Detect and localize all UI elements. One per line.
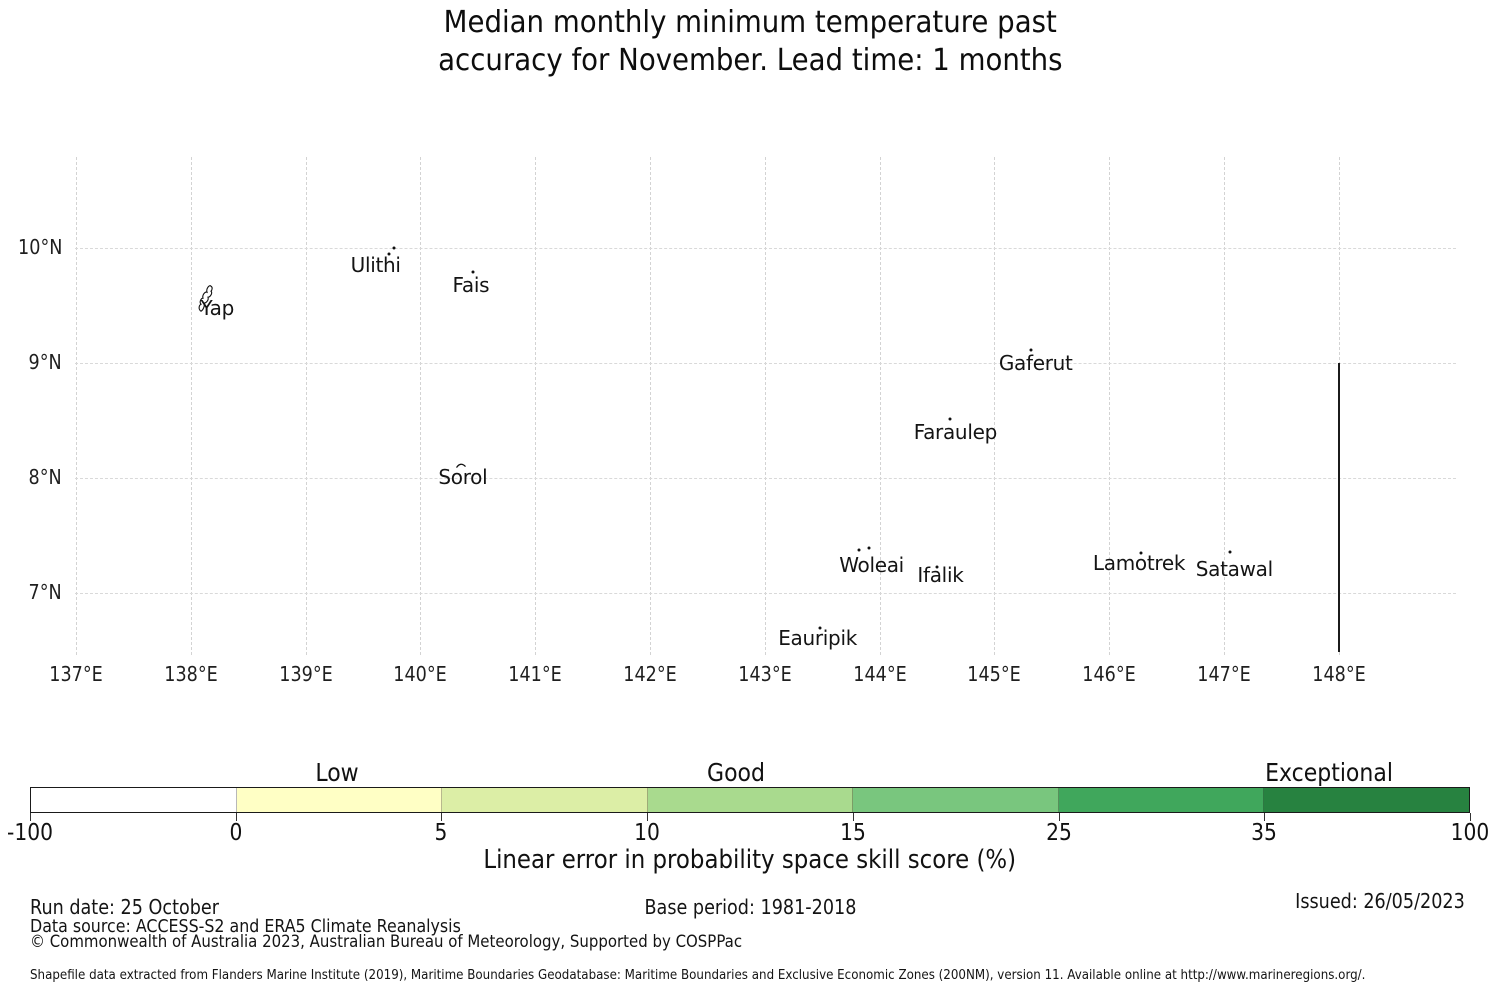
colorbar-tick-label: 15 — [839, 820, 866, 846]
gridline-vertical — [879, 157, 881, 655]
chart-title-line1: Median monthly minimum temperature past — [443, 5, 1057, 40]
colorbar-segment — [236, 788, 443, 812]
island-marker-dot — [867, 546, 871, 550]
colorbar-tick — [235, 813, 237, 821]
island-marker-dot — [935, 565, 939, 569]
colorbar-tick-label: 0 — [229, 820, 243, 846]
island-label: Satawal — [1195, 556, 1273, 581]
island-label: Ifalik — [917, 562, 964, 587]
gridline-vertical — [764, 157, 766, 655]
colorbar-segment — [647, 788, 854, 812]
y-axis-tick-label: 10°N — [17, 235, 62, 259]
shapefile-note-text: Shapefile data extracted from Flanders M… — [30, 967, 1366, 983]
gridline-vertical — [535, 157, 537, 655]
island-marker-dot — [392, 246, 396, 250]
gridline-vertical — [190, 157, 192, 655]
run-date-text: Run date: 25 October — [30, 895, 219, 919]
gridline-vertical — [420, 157, 422, 655]
x-axis-tick-label: 141°E — [508, 662, 562, 686]
colorbar-segment — [853, 788, 1059, 812]
chart-title-line2: accuracy for November. Lead time: 1 mont… — [437, 43, 1063, 78]
data-source-text: Data source: ACCESS-S2 and ERA5 Climate … — [30, 916, 461, 937]
colorbar-tick — [441, 813, 443, 821]
x-axis-tick-label: 138°E — [164, 662, 218, 686]
colorbar-category-label: Exceptional — [1264, 758, 1393, 787]
islet-arc — [455, 463, 466, 469]
island-marker-dot — [1228, 550, 1232, 554]
x-axis-tick-label: 143°E — [738, 662, 792, 686]
island-label: Eauripik — [778, 625, 857, 650]
island-label: Sorol — [438, 464, 488, 489]
gridline-horizontal — [75, 478, 1456, 479]
colorbar-segment — [1264, 788, 1470, 812]
x-axis-tick-label: 140°E — [393, 662, 448, 686]
y-axis-tick-label: 9°N — [28, 350, 62, 374]
island-label: Lamotrek — [1092, 551, 1186, 576]
island-marker-dot — [387, 252, 391, 256]
copyright-text: © Commonwealth of Australia 2023, Austra… — [30, 932, 743, 952]
colorbar-axis-label: Linear error in probability space skill … — [483, 845, 1017, 875]
colorbar-category-label: Good — [706, 758, 765, 787]
x-axis-tick-label: 137°E — [49, 662, 103, 686]
colorbar-segment — [442, 788, 648, 812]
island-label: Ulithi — [350, 253, 401, 278]
colorbar-tick — [1264, 813, 1266, 821]
island-marker-shape — [455, 454, 466, 473]
gridline-vertical — [994, 157, 996, 655]
colorbar-tick-label: 100 — [1450, 820, 1490, 846]
gridline-vertical — [650, 157, 651, 655]
x-axis-tick-label: 145°E — [967, 662, 1022, 686]
y-axis-tick-label: 8°N — [28, 465, 62, 489]
colorbar — [30, 787, 1470, 813]
island-marker-dot — [818, 626, 822, 629]
gridline-horizontal — [75, 593, 1456, 594]
yap-island-outline — [198, 285, 213, 312]
island-label: Gaferut — [998, 351, 1073, 375]
colorbar-category-label: Low — [315, 758, 359, 787]
gridline-horizontal — [75, 363, 1456, 364]
island-marker-dot — [1139, 551, 1143, 555]
island-marker-dot — [471, 270, 475, 274]
colorbar-segment — [31, 788, 237, 812]
colorbar-tick-label: 25 — [1045, 820, 1072, 846]
colorbar-segment — [1058, 788, 1265, 812]
colorbar-tick-label: 35 — [1251, 820, 1278, 846]
gridline-vertical — [1109, 157, 1111, 655]
gridline-vertical — [1224, 157, 1225, 655]
island-marker-shape — [195, 282, 217, 318]
eez-boundary-line — [1337, 363, 1340, 652]
island-marker-dot — [857, 548, 861, 552]
island-label: Fais — [452, 272, 490, 297]
y-axis-tick-label: 7°N — [28, 580, 62, 604]
x-axis-tick-label: 144°E — [852, 662, 907, 686]
island-label: Yap — [200, 295, 234, 320]
colorbar-tick — [647, 813, 649, 821]
issued-text: Issued: 26/05/2023 — [1295, 889, 1465, 913]
x-axis-tick-label: 146°E — [1082, 662, 1136, 686]
colorbar-tick-label: 10 — [634, 820, 661, 846]
gridline-horizontal — [75, 248, 1456, 249]
island-label: Faraulep — [913, 420, 998, 444]
gridline-vertical — [76, 157, 77, 655]
colorbar-tick-label: 5 — [434, 820, 448, 846]
island-label: Woleai — [839, 553, 904, 578]
colorbar-tick — [30, 813, 31, 821]
x-axis-tick-label: 148°E — [1312, 662, 1366, 686]
colorbar-tick-label: -100 — [7, 820, 53, 846]
base-period-text: Base period: 1981-2018 — [644, 895, 856, 919]
x-axis-tick-label: 147°E — [1197, 662, 1251, 686]
gridline-vertical — [305, 157, 307, 655]
x-axis-tick-label: 139°E — [278, 662, 333, 686]
colorbar-tick — [852, 813, 854, 821]
x-axis-tick-label: 142°E — [623, 662, 677, 686]
colorbar-tick — [1470, 813, 1471, 821]
island-marker-dot — [948, 417, 952, 421]
colorbar-tick — [1058, 813, 1060, 821]
island-marker-dot — [1029, 348, 1033, 352]
